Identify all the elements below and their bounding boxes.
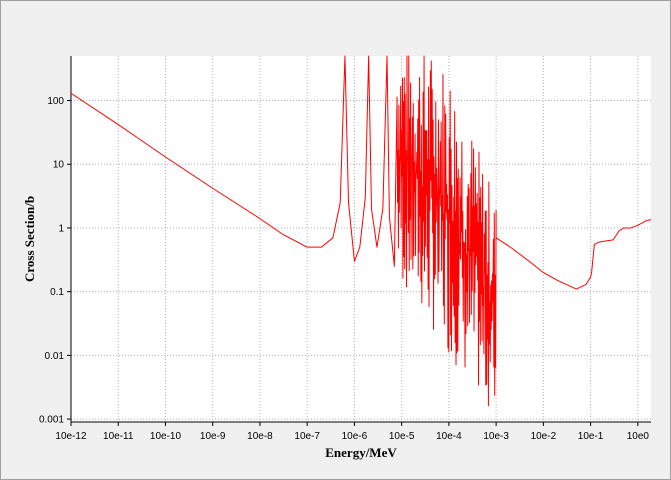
x-axis-title: Energy/MeV [325,445,397,460]
y-tick-label: 10 [53,160,65,171]
x-tick-label: 10e-11 [103,431,134,442]
x-tick-label: 10e-3 [483,431,509,442]
y-tick-label: 1 [58,223,64,234]
x-tick-label: 10e-9 [200,431,226,442]
x-tick-label: 10e0 [627,431,650,442]
y-tick-label: 0.001 [39,415,64,426]
y-tick-label: 0.1 [50,287,64,298]
x-tick-labels: 10e-12 10e-11 10e-10 10e-9 10e-8 10e-7 10e-6 10… [55,431,649,442]
x-tick-label: 10e-2 [531,431,557,442]
axes [67,56,651,426]
x-tick-label: 10e-12 [55,431,87,442]
y-tick-labels: 0.001 0.01 0.1 1 10 100 [39,96,64,426]
y-axis-title: Cross Section/b [22,196,37,282]
x-tick-label: 10e-1 [578,431,604,442]
x-tick-label: 10e-10 [150,431,182,442]
x-tick-label: 10e-8 [247,431,273,442]
x-tick-label: 10e-4 [436,431,462,442]
x-tick-label: 10e-5 [389,431,415,442]
x-tick-label: 10e-7 [294,431,320,442]
series-lines [70,55,652,407]
y-tick-label: 100 [47,96,64,107]
series-line-1 [70,55,652,407]
x-tick-label: 10e-6 [342,431,368,442]
y-tick-label: 0.01 [45,351,65,362]
